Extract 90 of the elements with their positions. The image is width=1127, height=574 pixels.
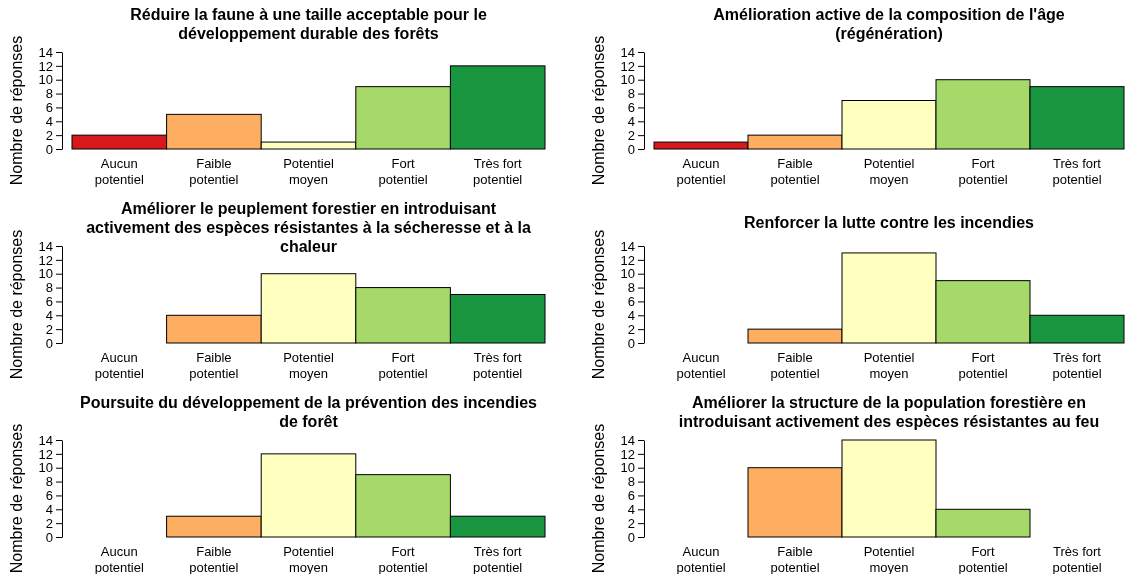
x-tick-label: Potentiel moyen bbox=[863, 350, 915, 381]
y-tick-label: 12 bbox=[620, 252, 635, 268]
y-tick-label: 6 bbox=[627, 294, 635, 310]
y-tick-label: 0 bbox=[45, 335, 53, 351]
y-tick-label: 8 bbox=[627, 280, 635, 296]
y-tick-label: 4 bbox=[627, 501, 635, 517]
x-tick-label: Aucun potentiel bbox=[676, 156, 726, 187]
x-tick-label: Potentiel moyen bbox=[863, 156, 915, 187]
chart-title: Renforcer la lutte contre les incendies bbox=[744, 214, 1035, 231]
y-tick-label: 12 bbox=[620, 58, 635, 74]
y-tick-label: 14 bbox=[620, 44, 635, 60]
y-tick-label: 6 bbox=[45, 488, 53, 504]
x-tick-label: Très fort potentiel bbox=[473, 350, 523, 381]
y-tick-label: 8 bbox=[627, 86, 635, 102]
x-tick-label: Très fort potentiel bbox=[1052, 544, 1102, 574]
x-tick-label: Aucun potentiel bbox=[676, 544, 726, 574]
y-tick-label: 4 bbox=[45, 501, 53, 517]
y-tick-label: 10 bbox=[620, 460, 635, 476]
y-tick-label: 8 bbox=[627, 474, 635, 490]
x-tick-label: Aucun potentiel bbox=[676, 350, 726, 381]
y-axis-title: Nombre de réponses bbox=[590, 423, 607, 574]
x-tick-label: Faible potentiel bbox=[189, 350, 239, 381]
y-tick-label: 14 bbox=[620, 238, 635, 254]
x-tick-label: Faible potentiel bbox=[770, 156, 820, 187]
x-tick-label: Faible potentiel bbox=[770, 544, 820, 574]
y-tick-label: 8 bbox=[45, 474, 53, 490]
chart-title: Amélioration active de la composition de l'âge (régénération) bbox=[713, 6, 1065, 42]
y-axis-title: Nombre de réponses bbox=[8, 35, 25, 186]
y-tick-label: 4 bbox=[45, 113, 53, 129]
y-tick-label: 10 bbox=[620, 266, 635, 282]
x-tick-label: Faible potentiel bbox=[189, 156, 239, 187]
y-tick-label: 4 bbox=[627, 113, 635, 129]
x-tick-label: Fort potentiel bbox=[958, 350, 1008, 381]
chart-title: Améliorer la structure de la population forestière en introduisant activement des espèces résistantes au feu bbox=[678, 394, 1100, 430]
y-tick-label: 12 bbox=[38, 58, 53, 74]
x-tick-label: Fort potentiel bbox=[378, 350, 428, 381]
y-tick-label: 14 bbox=[38, 44, 53, 60]
x-tick-label: Très fort potentiel bbox=[473, 544, 523, 574]
y-tick-label: 14 bbox=[38, 238, 53, 254]
y-tick-label: 8 bbox=[45, 86, 53, 102]
y-tick-label: 2 bbox=[627, 321, 635, 337]
y-tick-label: 0 bbox=[627, 335, 635, 351]
y-tick-label: 6 bbox=[627, 488, 635, 504]
y-tick-label: 4 bbox=[627, 307, 635, 323]
y-tick-label: 10 bbox=[38, 460, 53, 476]
x-tick-label: Aucun potentiel bbox=[94, 156, 144, 187]
y-tick-label: 10 bbox=[38, 266, 53, 282]
y-tick-label: 2 bbox=[627, 515, 635, 531]
x-tick-label: Très fort potentiel bbox=[1052, 350, 1102, 381]
x-tick-label: Aucun potentiel bbox=[94, 350, 144, 381]
y-axis-title: Nombre de réponses bbox=[8, 423, 25, 574]
y-tick-label: 2 bbox=[627, 127, 635, 143]
y-axis-title: Nombre de réponses bbox=[8, 229, 25, 380]
x-tick-label: Fort potentiel bbox=[378, 156, 428, 187]
y-tick-label: 10 bbox=[38, 72, 53, 88]
x-tick-label: Très fort potentiel bbox=[473, 156, 523, 187]
x-tick-label: Fort potentiel bbox=[958, 156, 1008, 187]
x-tick-label: Très fort potentiel bbox=[1052, 156, 1102, 187]
y-tick-label: 0 bbox=[45, 529, 53, 545]
chart-title: Améliorer le peuplement forestier en introduisant activement des espèces résistantes à la sécheresse et à la chaleur bbox=[86, 200, 531, 255]
y-tick-label: 0 bbox=[627, 141, 635, 157]
x-tick-label: Fort potentiel bbox=[958, 544, 1008, 574]
x-tick-label: Potentiel moyen bbox=[863, 544, 915, 574]
y-tick-label: 8 bbox=[45, 280, 53, 296]
y-tick-label: 0 bbox=[45, 141, 53, 157]
chart-title: Poursuite du développement de la prévention des incendies de forêt bbox=[80, 394, 538, 430]
y-tick-label: 0 bbox=[627, 529, 635, 545]
y-tick-label: 2 bbox=[45, 127, 53, 143]
y-axis-title: Nombre de réponses bbox=[590, 229, 607, 380]
x-tick-label: Potentiel moyen bbox=[283, 350, 334, 381]
x-tick-label: Faible potentiel bbox=[189, 544, 239, 574]
y-tick-label: 12 bbox=[38, 252, 53, 268]
y-tick-label: 12 bbox=[38, 446, 53, 462]
y-tick-label: 2 bbox=[45, 515, 53, 531]
y-tick-label: 4 bbox=[45, 307, 53, 323]
y-tick-label: 14 bbox=[38, 432, 53, 448]
x-tick-label: Faible potentiel bbox=[770, 350, 820, 381]
y-tick-label: 6 bbox=[45, 294, 53, 310]
x-tick-label: Potentiel moyen bbox=[283, 156, 334, 187]
y-tick-label: 6 bbox=[627, 100, 635, 116]
y-axis-title: Nombre de réponses bbox=[590, 35, 607, 186]
y-tick-label: 6 bbox=[45, 100, 53, 116]
x-tick-label: Fort potentiel bbox=[378, 544, 428, 574]
y-tick-label: 14 bbox=[620, 432, 635, 448]
y-tick-label: 2 bbox=[45, 321, 53, 337]
x-tick-label: Aucun potentiel bbox=[94, 544, 144, 574]
y-tick-label: 12 bbox=[620, 446, 635, 462]
y-tick-label: 10 bbox=[620, 72, 635, 88]
x-tick-label: Potentiel moyen bbox=[283, 544, 334, 574]
chart-title: Réduire la faune à une taille acceptable pour le développement durable des forêts bbox=[130, 6, 487, 42]
